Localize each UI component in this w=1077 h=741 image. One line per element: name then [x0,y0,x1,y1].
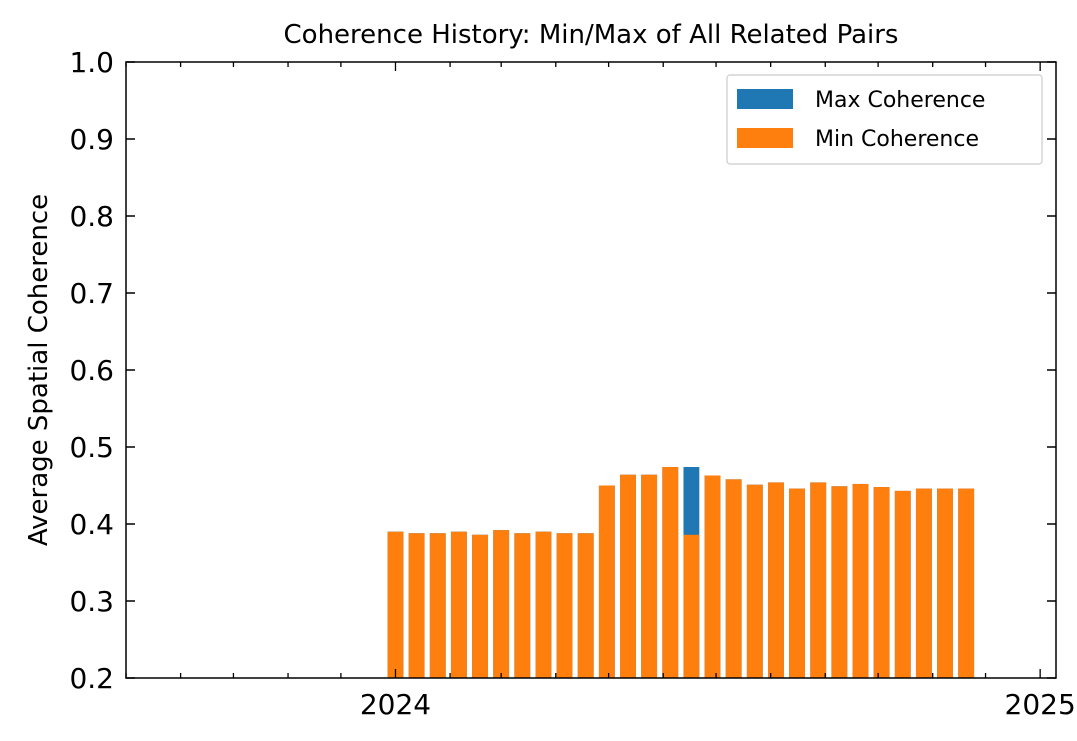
min-coherence-bar [514,533,531,678]
legend-swatch-min [737,128,793,148]
min-coherence-bar [387,531,404,678]
legend-label-max: Max Coherence [815,88,985,113]
plot-frame [125,61,1057,679]
min-coherence-bar [450,531,467,678]
chart-title: Coherence History: Min/Max of All Relate… [284,20,899,50]
axis-ticks: 0.2 0.3 0.4 0.5 0.6 0.7 0.8 0.9 1.0 2024 2025 [69,46,1075,721]
y-tick-label: 0.5 [69,431,114,464]
min-coherence-bar [620,474,636,678]
y-tick-label: 1.0 [69,46,114,79]
min-coherence-bar [704,475,721,678]
min-coherence-bar [598,485,615,678]
bars-layer [387,467,975,678]
min-coherence-bar [725,479,742,678]
y-tick-label: 0.2 [69,662,114,695]
min-coherence-bar [789,488,805,678]
min-coherence-bar [810,482,827,678]
min-coherence-bar [577,533,594,678]
min-coherence-bar [683,534,700,678]
legend: Max Coherence Min Coherence [726,74,1043,165]
min-coherence-bar [662,467,679,678]
min-coherence-bar [768,482,784,678]
legend-box [726,74,1043,165]
y-axis-label: Average Spatial Coherence [24,194,54,546]
y-tick-label: 0.8 [69,200,114,233]
legend-swatch-max [737,89,793,109]
min-coherence-bar [894,490,911,678]
min-coherence-bar [408,533,425,678]
min-coherence-bar [873,487,890,678]
min-coherence-bar [641,474,658,678]
x-tick-label: 2024 [360,688,431,721]
y-tick-label: 0.9 [69,123,114,156]
min-coherence-bar [831,486,848,678]
y-tick-label: 0.6 [69,354,114,387]
min-coherence-bar [556,533,573,678]
min-coherence-bar [915,488,932,678]
y-tick-label: 0.7 [69,277,114,310]
y-tick-label: 0.3 [69,585,114,618]
min-coherence-bar [429,533,446,678]
min-coherence-bar [937,488,953,678]
min-coherence-bar [493,530,510,678]
x-tick-label: 2025 [1005,688,1076,721]
y-tick-label: 0.4 [69,508,114,541]
min-coherence-bar [535,531,552,678]
min-coherence-bar [746,484,763,678]
min-coherence-bar [958,488,975,678]
legend-label-min: Min Coherence [815,127,979,152]
min-coherence-bar [472,534,488,678]
min-coherence-bar [852,483,869,678]
